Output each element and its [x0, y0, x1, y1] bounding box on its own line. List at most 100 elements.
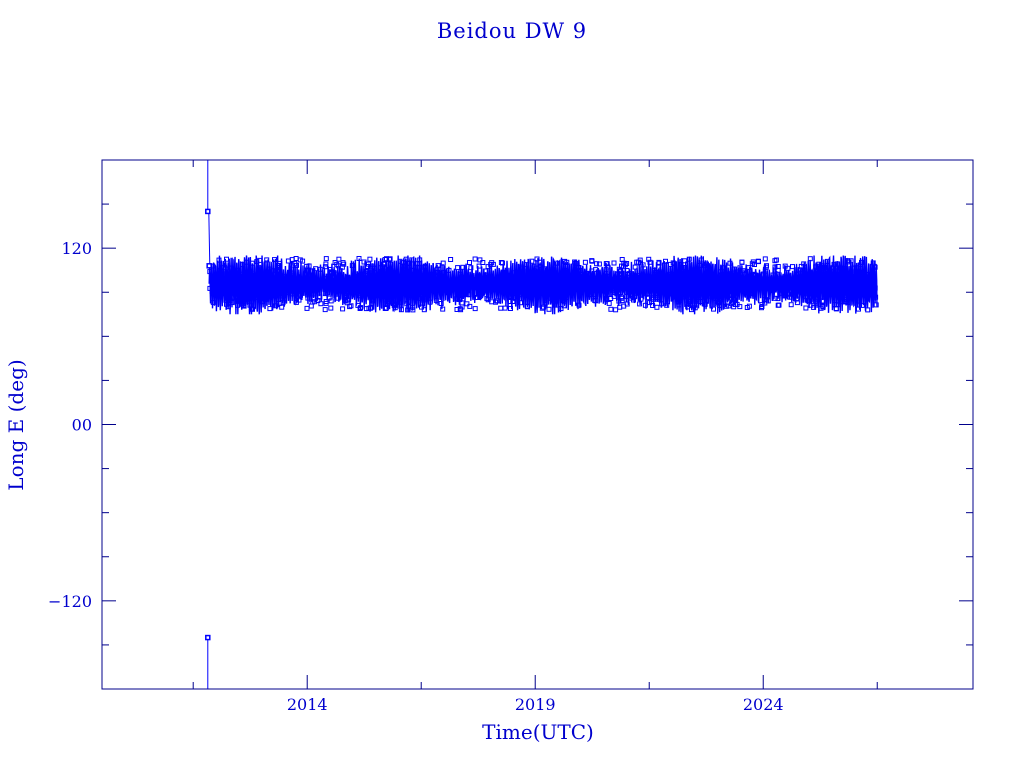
data-point: [341, 261, 347, 267]
data-point: [224, 256, 229, 262]
data-point: [412, 282, 418, 288]
data-point: [785, 265, 791, 271]
data-point: [525, 304, 530, 310]
data-point: [550, 267, 556, 273]
data-point: [698, 274, 704, 280]
data-point: [340, 306, 346, 312]
data-point: [304, 305, 310, 311]
data-point: [760, 272, 766, 278]
data-point: [263, 296, 269, 302]
data-point: [535, 288, 541, 294]
data-point: [730, 299, 735, 305]
data-point: [281, 286, 287, 292]
data-point: [820, 303, 826, 309]
data-point: [256, 276, 262, 282]
data-point: [523, 262, 529, 268]
data-point: [267, 266, 273, 272]
data-point: [747, 281, 753, 287]
data-point: [747, 291, 753, 297]
data-point: [629, 272, 635, 278]
data-point: [763, 264, 769, 270]
data-point: [564, 259, 570, 265]
data-point: [453, 283, 459, 289]
y-axis-label: Long E (deg): [4, 359, 28, 490]
data-point: [631, 279, 637, 285]
data-point: [479, 286, 485, 291]
data-point: [577, 268, 583, 273]
data-point: [352, 283, 358, 289]
data-point: [573, 281, 579, 287]
data-point: [686, 256, 692, 262]
data-point: [632, 264, 638, 270]
data-point: [239, 285, 245, 291]
data-point: [794, 296, 800, 302]
data-point: [676, 302, 682, 308]
data-point: [468, 265, 474, 271]
data-point: [375, 278, 381, 284]
data-point: [616, 281, 622, 286]
data-point: [329, 285, 335, 291]
data-point: [775, 296, 781, 302]
data-point: [865, 307, 871, 313]
data-point: [843, 299, 849, 304]
data-point: [273, 303, 279, 309]
data-point: [346, 281, 352, 287]
data-point: [317, 266, 323, 272]
data-point: [272, 257, 277, 263]
data-point: [671, 261, 677, 267]
data-point: [254, 259, 260, 265]
data-point: [457, 278, 463, 283]
data-point: [647, 259, 653, 265]
data-point: [440, 306, 446, 312]
data-point: [775, 267, 781, 273]
data-point: [782, 293, 788, 299]
data-point: [515, 270, 521, 276]
data-point: [718, 289, 724, 295]
data-point: [381, 290, 387, 296]
data-point: [534, 256, 540, 262]
data-point: [797, 267, 803, 273]
data-point: [383, 273, 389, 279]
data-point: [542, 297, 548, 303]
data-point: [641, 286, 647, 292]
data-point: [289, 291, 295, 297]
x-tick-label: 2019: [515, 695, 556, 714]
data-point: [619, 263, 624, 269]
data-point: [848, 258, 854, 264]
data-point: [332, 260, 338, 265]
data-point: [711, 306, 716, 312]
data-point: [762, 279, 768, 285]
data-point: [264, 257, 270, 263]
data-point: [224, 271, 230, 277]
data-point: [498, 305, 504, 311]
data-point: [354, 274, 360, 280]
data-point: [223, 291, 228, 297]
data-point: [409, 267, 415, 273]
data-point: [576, 265, 582, 270]
data-point: [831, 261, 837, 267]
data-point: [704, 277, 710, 283]
data-point: [403, 256, 409, 262]
data-point: [560, 290, 566, 296]
data-point: [617, 304, 623, 310]
data-point: [300, 283, 306, 288]
data-point: [584, 271, 590, 276]
data-point: [778, 287, 784, 293]
data-point: [710, 291, 716, 297]
data-point: [435, 263, 441, 269]
data-point: [252, 294, 258, 300]
data-point: [333, 271, 338, 277]
data-point: [558, 281, 564, 287]
data-point: [852, 271, 858, 277]
data-point: [873, 294, 879, 300]
data-point: [248, 275, 253, 281]
data-point: [820, 271, 826, 277]
data-point: [322, 291, 328, 297]
data-point: [500, 260, 505, 266]
data-point: [257, 257, 263, 263]
data-point: [426, 284, 432, 290]
data-point: [422, 264, 428, 270]
data-point: [749, 261, 755, 267]
data-point: [539, 305, 545, 311]
